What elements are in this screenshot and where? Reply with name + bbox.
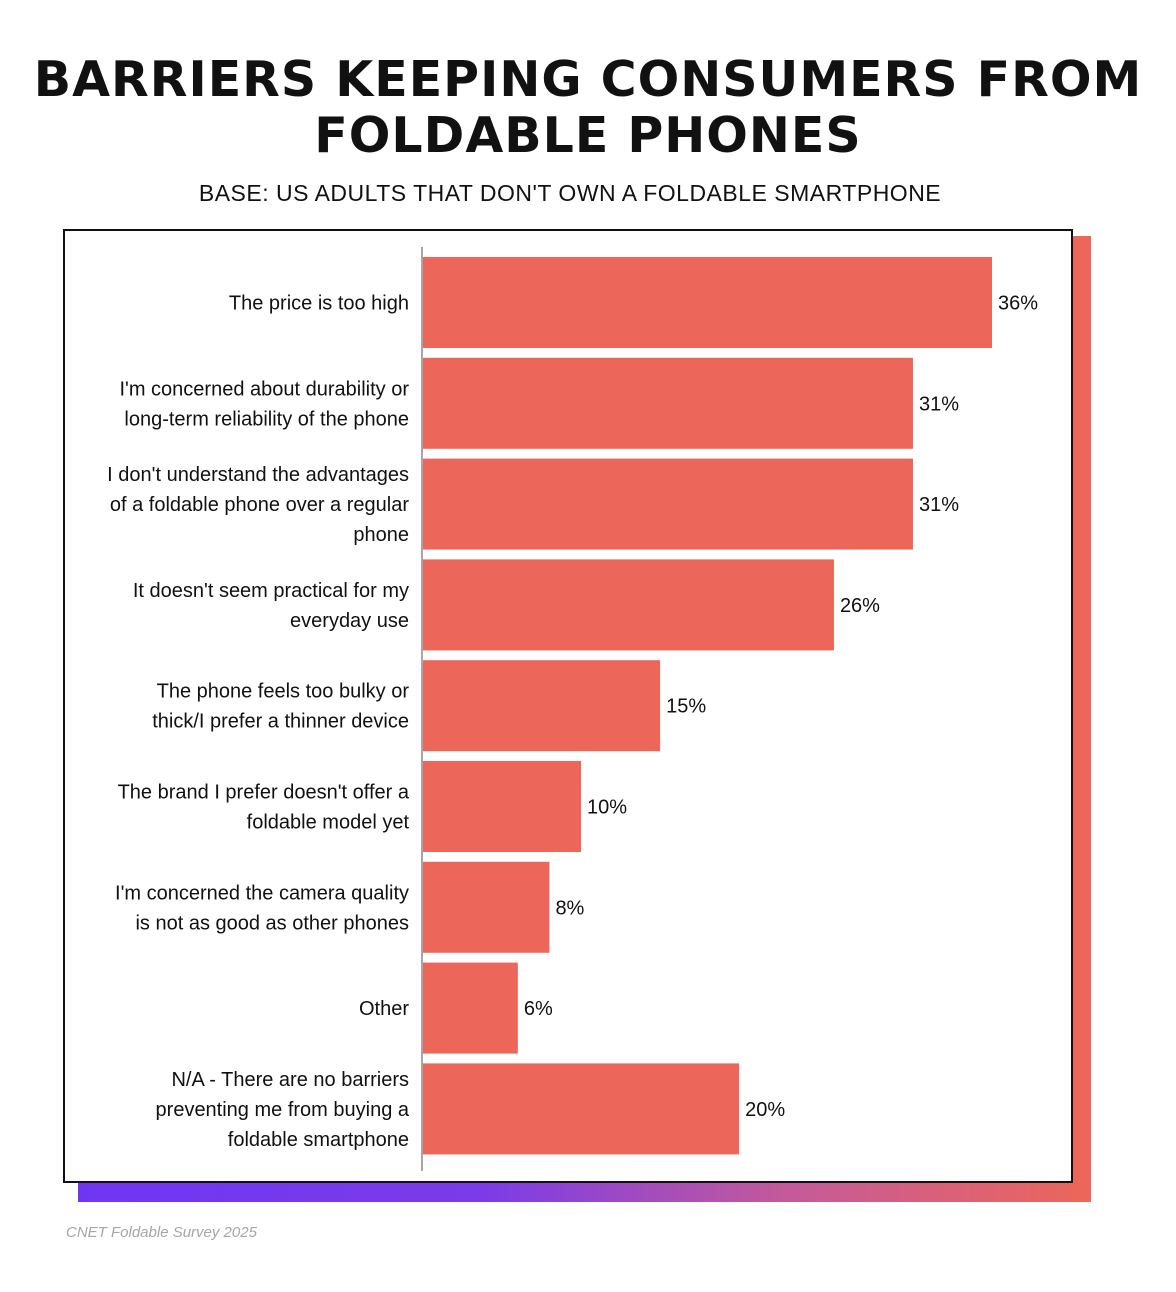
- chart-frame: 36% The price is too high 31% I'm concerned…: [63, 229, 1073, 1183]
- chart-subtitle: BASE: US ADULTS THAT DON'T OWN A FOLDABL…: [198, 180, 942, 206]
- bar-value-label: 20%: [745, 1099, 785, 1121]
- bar: [423, 660, 661, 752]
- category-label-line: I'm concerned about durability or: [119, 378, 409, 400]
- title-line-1: BARRIERS KEEPING CONSUMERS FROM: [33, 51, 1143, 108]
- bar-value-label: 26%: [840, 595, 880, 617]
- chart-title: BARRIERS KEEPING CONSUMERS FROM FOLDABLE…: [30, 52, 1146, 164]
- bar: [423, 761, 582, 852]
- source-note: CNET Foldable Survey 2025: [66, 1224, 257, 1241]
- bar: [423, 962, 518, 1054]
- category-label-line: long-term reliability of the phone: [124, 408, 409, 430]
- bar-value-label: 10%: [587, 797, 627, 819]
- category-label-line: phone: [353, 524, 409, 546]
- category-label: I don't understand the advantages of a fo…: [107, 464, 409, 546]
- category-label-line: foldable model yet: [247, 812, 410, 834]
- category-label-line: of a foldable phone over a regular: [110, 494, 409, 516]
- category-label-line: The price is too high: [229, 293, 409, 315]
- category-label: It doesn't seem practical for my everyday…: [133, 580, 409, 632]
- category-label-line: I don't understand the advantages: [107, 464, 409, 486]
- bar-value-label: 31%: [919, 393, 959, 415]
- bar: [423, 458, 913, 550]
- shadow-right-edge: [1073, 236, 1091, 1202]
- category-label-line: The phone feels too bulky or: [157, 681, 410, 703]
- bar: [423, 559, 834, 651]
- category-label-line: everyday use: [290, 610, 409, 632]
- category-label-line: N/A - There are no barriers: [171, 1069, 409, 1091]
- category-label-line: The brand I prefer doesn't offer a: [118, 782, 410, 804]
- bar: [423, 1063, 740, 1155]
- bar: [423, 357, 913, 449]
- bar: [423, 257, 992, 348]
- bar-value-label: 8%: [555, 897, 584, 919]
- category-label-line: foldable smartphone: [228, 1129, 409, 1151]
- bar-value-label: 6%: [524, 998, 553, 1020]
- category-label: I'm concerned the camera quality is not a…: [115, 882, 409, 934]
- title-line-2: FOLDABLE PHONES: [314, 107, 862, 164]
- category-label: Other: [359, 998, 409, 1020]
- category-label-line: It doesn't seem practical for my: [133, 580, 409, 602]
- bar-value-label: 36%: [998, 293, 1038, 315]
- category-label: I'm concerned about durability or long-te…: [119, 378, 409, 430]
- category-label: N/A - There are no barriers preventing me…: [156, 1069, 410, 1151]
- bar-value-label: 31%: [919, 494, 959, 516]
- category-label: The price is too high: [229, 293, 409, 315]
- bar-value-label: 15%: [666, 696, 706, 718]
- category-label-line: I'm concerned the camera quality: [115, 882, 409, 904]
- category-label: The brand I prefer doesn't offer a foldab…: [118, 782, 410, 834]
- category-label-line: thick/I prefer a thinner device: [152, 711, 409, 733]
- bar: [423, 861, 550, 953]
- category-label-line: preventing me from buying a: [156, 1099, 410, 1121]
- category-label-line: Other: [359, 998, 409, 1020]
- category-label-line: is not as good as other phones: [135, 912, 409, 934]
- category-label: The phone feels too bulky or thick/I pref…: [152, 681, 409, 733]
- bar-chart: 36% The price is too high 31% I'm concerned…: [107, 247, 1038, 1171]
